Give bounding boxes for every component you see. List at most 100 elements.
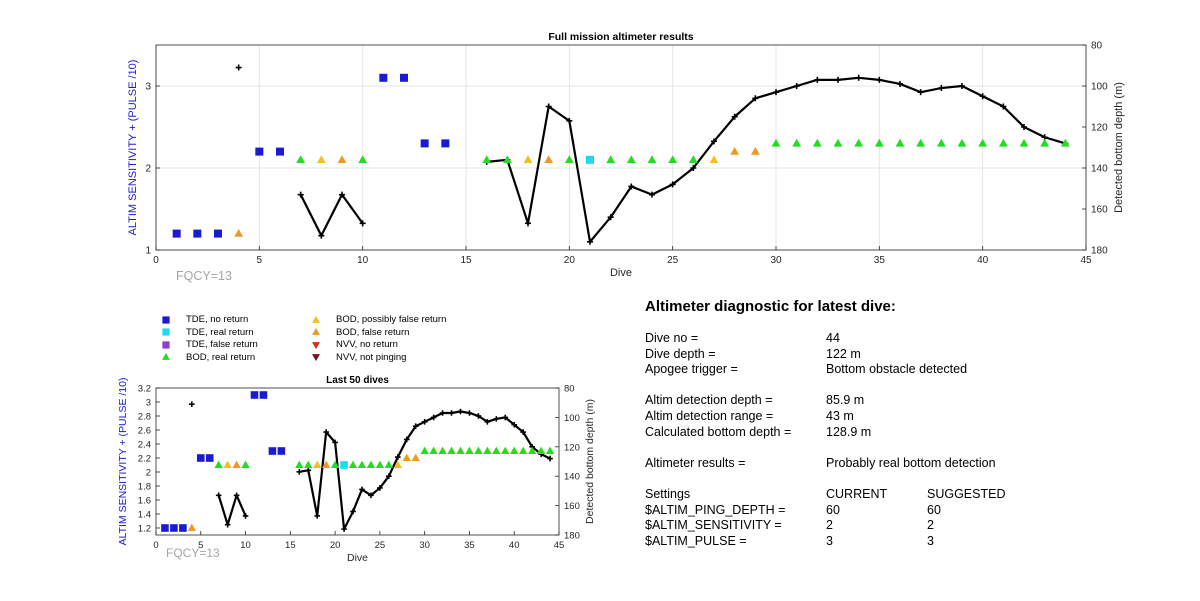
small-depth-point (502, 414, 509, 421)
small-depth-point (403, 436, 410, 443)
small-marker-bod_real (474, 446, 483, 455)
legend-label: BOD, possibly false return (336, 314, 447, 325)
small-marker-bod_real (492, 446, 501, 455)
detection-range-value: 43 m (826, 408, 854, 423)
small-marker-bod_real (510, 446, 519, 455)
main-marker-bod_false (750, 147, 760, 155)
main-marker-bod_false (730, 147, 740, 155)
legend-label: NVV, not pinging (336, 351, 407, 363)
small-x-tick-label: 30 (419, 540, 430, 551)
dive-no-label: Dive no = (645, 331, 699, 345)
main-y-tick-label: 1 (145, 246, 151, 257)
small-depth-point (412, 423, 419, 430)
small-y2-tick-label: 180 (564, 531, 580, 542)
small-marker-bod_real (420, 446, 429, 455)
main-x-tick-label: 10 (357, 255, 369, 266)
main-depth-point (897, 80, 903, 87)
main-marker-bod_real (626, 155, 636, 163)
main-marker-tde_none (420, 139, 429, 148)
small-marker-tde_none (179, 524, 187, 532)
small-depth-point (457, 408, 464, 415)
small-marker-bod_false (232, 460, 241, 469)
small-y-tick-label: 1.6 (138, 496, 151, 507)
main-marker-bod_real (668, 155, 678, 163)
main-depth-point (773, 89, 779, 96)
small-marker-tde_none (205, 454, 214, 462)
small-y2-tick-label: 120 (564, 442, 580, 453)
small-marker-bod_real (241, 460, 250, 469)
pulse-label: $ALTIM_PULSE = (645, 533, 747, 548)
main-marker-bod_real (358, 155, 368, 163)
small-x-tick-label: 40 (509, 540, 520, 551)
main-y-label: ALTIM SENSITIVITY + (PULSE /10) (127, 60, 139, 236)
small-depth-point (350, 508, 356, 515)
main-marker-bod_real (688, 155, 698, 163)
main-x-tick-label: 40 (977, 255, 989, 266)
main-marker-bod_possibly (316, 155, 326, 163)
small-depth-point (386, 473, 392, 479)
main-marker-bod_real (1040, 138, 1050, 147)
small-depth-point (475, 413, 482, 419)
pulse-suggested: 3 (927, 533, 934, 548)
main-depth-point (814, 76, 821, 83)
legend-marker-tde_real (162, 328, 170, 336)
main-depth-point (876, 76, 883, 83)
settings-header-row: Settings CURRENT SUGGESTED (645, 487, 1185, 503)
legend-swatch (162, 328, 170, 336)
main-marker-bod_real (874, 138, 884, 147)
main-marker-tde_none (276, 147, 284, 156)
detection-depth-value: 85.9 m (826, 393, 865, 408)
main-y-tick-label: 2 (145, 164, 151, 175)
small-y-tick-label: 2 (146, 468, 151, 479)
diagnostic-title: Altimeter diagnostic for latest dive: (645, 298, 896, 315)
main-x-tick-label: 5 (257, 255, 263, 266)
main-x-tick-label: 35 (874, 255, 886, 266)
pulse-current: 3 (826, 533, 833, 548)
small-y-tick-label: 2.8 (138, 412, 151, 423)
main-depth-point (587, 238, 593, 245)
sensitivity-current: 2 (826, 518, 833, 533)
current-header: CURRENT (826, 486, 888, 501)
main-depth-point (545, 103, 552, 110)
small-title: Last 50 dives (326, 375, 389, 386)
legend-label: TDE, false return (186, 339, 258, 351)
main-marker-bod_real (998, 138, 1008, 147)
small-y-tick-label: 2.4 (138, 440, 151, 451)
small-marker-bod_real (483, 446, 492, 455)
ping-depth-current: 60 (826, 502, 840, 517)
legend-swatch (312, 341, 320, 349)
small-depth-point (332, 439, 338, 446)
ping-depth-suggested: 60 (927, 502, 941, 517)
small-marker-bod_possibly (393, 460, 402, 469)
main-marker-bod_real (771, 138, 781, 147)
small-marker-bod_real (545, 446, 555, 455)
sensitivity-row: $ALTIM_SENSITIVITY = 2 2 (645, 518, 1185, 534)
small-marker-bod_possibly (313, 460, 322, 469)
main-depth-point (628, 183, 635, 190)
main-marker-bod_false (544, 155, 554, 163)
small-marker-bod_possibly (223, 460, 232, 469)
small-y-tick-label: 1.2 (138, 524, 151, 535)
small-depth-point (466, 410, 473, 416)
main-marker-tde_real (586, 155, 594, 164)
legend-marker-nvv_notping (312, 354, 320, 362)
legend-marker-tde_false (162, 341, 170, 349)
small-marker-bod_false (321, 460, 331, 469)
main-marker-bod_possibly (523, 155, 533, 163)
main-marker-bod_real (854, 138, 864, 147)
main-x-tick-label: 15 (460, 255, 472, 266)
small-y-tick-label: 2.6 (138, 426, 151, 437)
legend-swatch (162, 341, 170, 349)
small-depth-point (377, 485, 383, 491)
small-marker-bod_false (187, 523, 197, 532)
small-depth-point (493, 416, 500, 422)
small-depth-point (323, 429, 329, 435)
small-y-tick-label: 2.2 (138, 454, 151, 465)
legend-marker-bod_possibly (312, 315, 320, 323)
main-depth-point (339, 191, 345, 198)
detection-depth-label: Altim detection depth = (645, 393, 773, 408)
legend-label: BOD, false return (336, 326, 410, 338)
sensitivity-suggested: 2 (927, 518, 934, 533)
main-marker-bod_real (978, 138, 988, 147)
main-depth-point (359, 220, 366, 227)
